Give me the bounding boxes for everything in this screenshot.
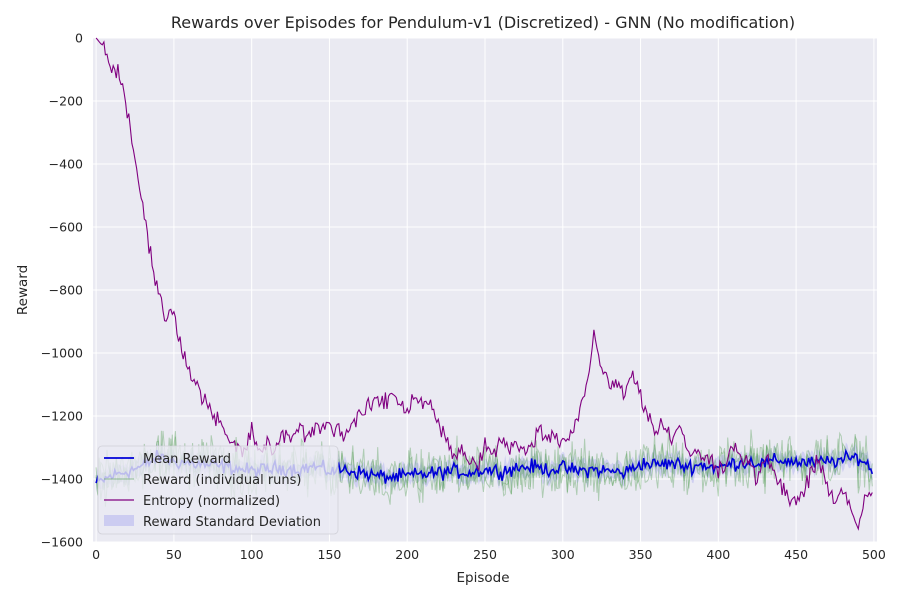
x-tick-label: 400 [706, 547, 730, 562]
x-tick-label: 450 [784, 547, 808, 562]
y-axis-label: Reward [15, 265, 31, 315]
y-tick-label: −1200 [41, 409, 83, 424]
y-tick-label: 0 [75, 31, 83, 46]
x-tick-label: 200 [395, 547, 419, 562]
y-tick-label: −600 [49, 220, 83, 235]
legend-label-std: Reward Standard Deviation [143, 515, 321, 530]
x-tick-label: 0 [92, 547, 100, 562]
std-band-layer [96, 442, 873, 494]
legend-label-entropy: Entropy (normalized) [143, 494, 280, 509]
x-tick-label: 350 [629, 547, 653, 562]
y-tick-label: −400 [49, 157, 83, 172]
x-axis-label: Episode [456, 570, 509, 586]
legend-frame [97, 445, 339, 535]
x-tick-label: 150 [318, 547, 342, 562]
x-tick-label: 50 [166, 547, 182, 562]
x-tick-label: 500 [862, 547, 886, 562]
legend-label-runs: Reward (individual runs) [143, 473, 302, 488]
legend: Mean Reward Reward (individual runs) Ent… [97, 445, 339, 535]
y-tick-label: −1000 [41, 346, 83, 361]
legend-label-mean: Mean Reward [143, 452, 231, 467]
y-tick-label: −200 [49, 94, 83, 109]
x-tick-label: 250 [473, 547, 497, 562]
x-tick-label: 100 [240, 547, 264, 562]
std-band [96, 442, 873, 494]
entropy-layer [95, 37, 873, 531]
tick-labels: 0 50 100 150 200 250 300 350 400 450 500 0 −200 −400 −… [41, 31, 886, 563]
grid [93, 37, 877, 543]
chart-title: Rewards over Episodes for Pendulum-v1 (D… [171, 13, 795, 32]
legend-swatch-std [104, 515, 134, 526]
entropy-line [95, 37, 873, 531]
y-tick-label: −1400 [41, 472, 83, 487]
x-tick-label: 300 [551, 547, 575, 562]
y-tick-label: −1600 [41, 535, 83, 550]
y-tick-label: −800 [49, 283, 83, 298]
